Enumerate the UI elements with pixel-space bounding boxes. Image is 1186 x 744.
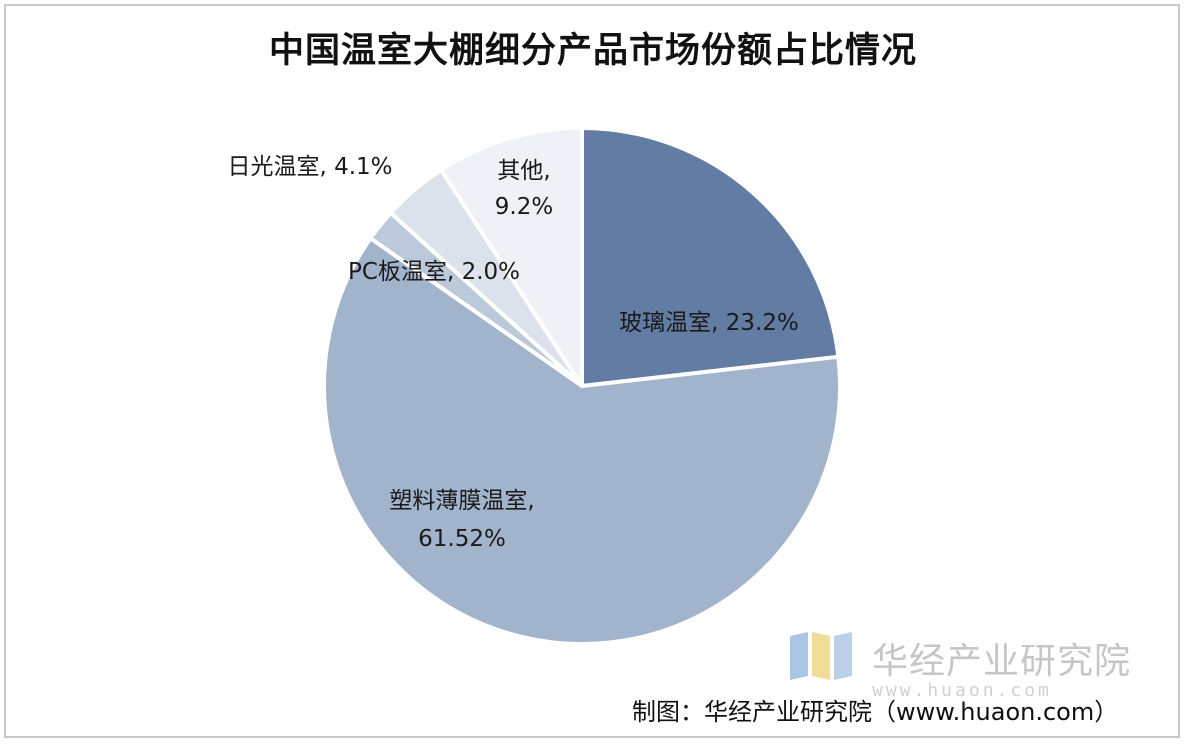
slice-value-other: 9.2%: [495, 194, 553, 220]
source-note: 制图：华经产业研究院（www.huaon.com）: [632, 698, 1119, 726]
pie-slice-plastic-film: [322, 236, 842, 646]
slice-value-plastic-film: 61.52%: [418, 526, 506, 552]
pie-slice-glass: [580, 126, 841, 388]
chart-frame: [4, 4, 1180, 738]
slice-label-solar: 日光温室, 4.1%: [227, 154, 392, 180]
slice-label-pc-board: PC板温室, 2.0%: [348, 259, 520, 285]
watermark-url: www.huaon.com: [872, 680, 1052, 701]
pie-labels: 玻璃温室, 23.2% 塑料薄膜温室, 61.52% PC板温室, 2.0% 日…: [227, 154, 798, 552]
slice-label-glass: 玻璃温室, 23.2%: [619, 310, 799, 336]
pie-slice-other: [439, 126, 584, 388]
watermark-name: 华经产业研究院: [872, 641, 1132, 682]
watermark-logo-icon: [790, 632, 852, 680]
pie-slices: [322, 126, 842, 646]
chart-title: 中国温室大棚细分产品市场份额占比情况: [268, 30, 917, 71]
slice-label-other: 其他,: [497, 158, 550, 184]
slice-label-plastic-film: 塑料薄膜温室,: [389, 488, 534, 514]
